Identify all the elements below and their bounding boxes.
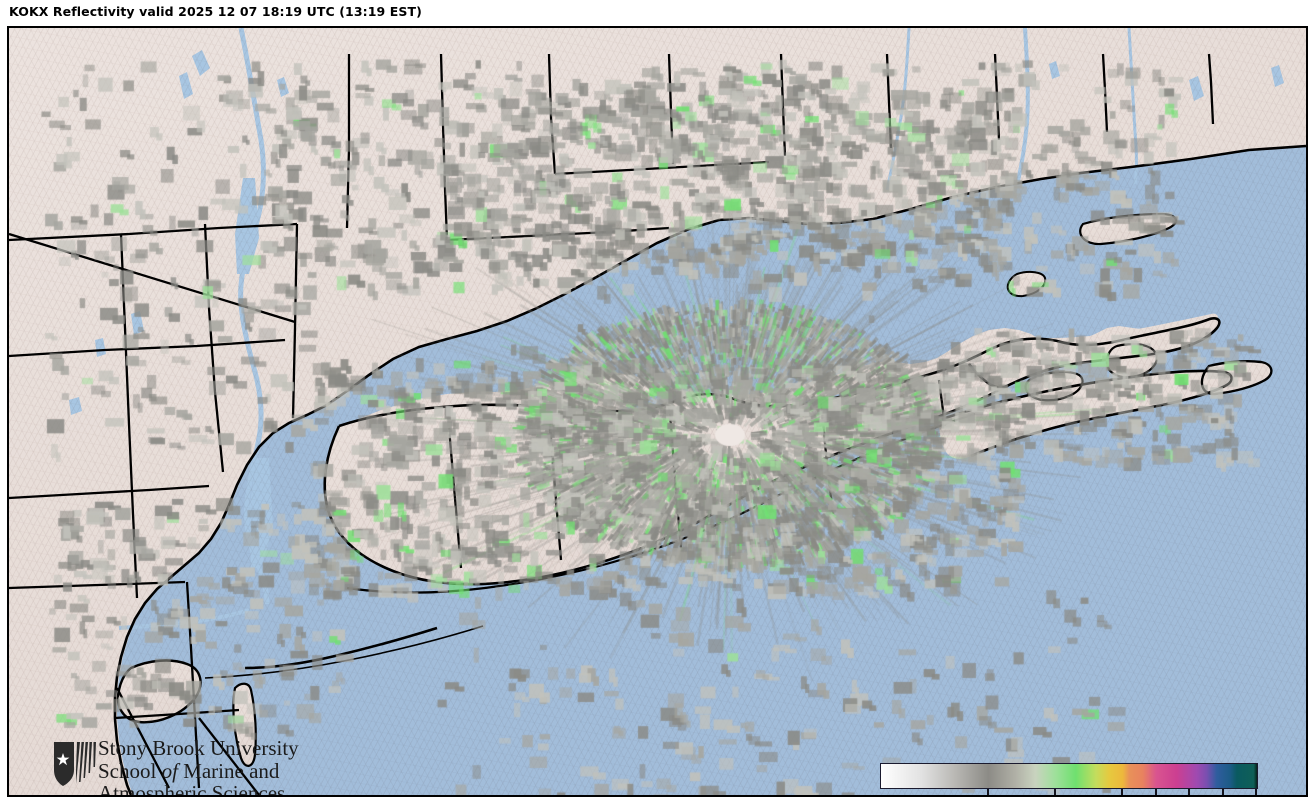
title-bar: KOKX Reflectivity valid 2025 12 07 18:19…: [0, 0, 1316, 26]
colorbar-tick: [1255, 789, 1257, 795]
colorbar-tick: [1188, 789, 1191, 795]
reflectivity-colorbar: 0204050607080: [880, 763, 1258, 795]
logo-text-block: Stony Brook University School of Marine …: [98, 737, 358, 795]
colorbar-tick: [1121, 789, 1124, 795]
page-title: KOKX Reflectivity valid 2025 12 07 18:19…: [9, 4, 422, 19]
logo-line-2a: School: [98, 758, 162, 783]
radar-reflectivity-layer: [9, 28, 1306, 795]
logo-line-2-of: of: [161, 758, 178, 783]
colorbar-tick: [1154, 789, 1157, 795]
logo-line-1: Stony Brook University: [98, 736, 299, 760]
map-viewport[interactable]: 0204050607080 Stony Brook Univer: [9, 28, 1306, 795]
colorbar-tick: [1221, 789, 1224, 795]
colorbar-gradient: [880, 763, 1258, 789]
colorbar-tick: [1054, 789, 1057, 795]
logo-line-3: Atmospheric Sciences: [98, 781, 286, 795]
logo-line-2b: Marine and: [177, 758, 280, 783]
logo-line-2: School of Marine and: [98, 758, 358, 783]
stony-brook-logo: Stony Brook University School of Marine …: [52, 737, 312, 795]
map-frame[interactable]: 0204050607080 Stony Brook Univer: [7, 26, 1308, 797]
shield-icon: [54, 742, 96, 786]
colorbar-tick: [987, 789, 990, 795]
colorbar-ticks: [880, 789, 1258, 795]
